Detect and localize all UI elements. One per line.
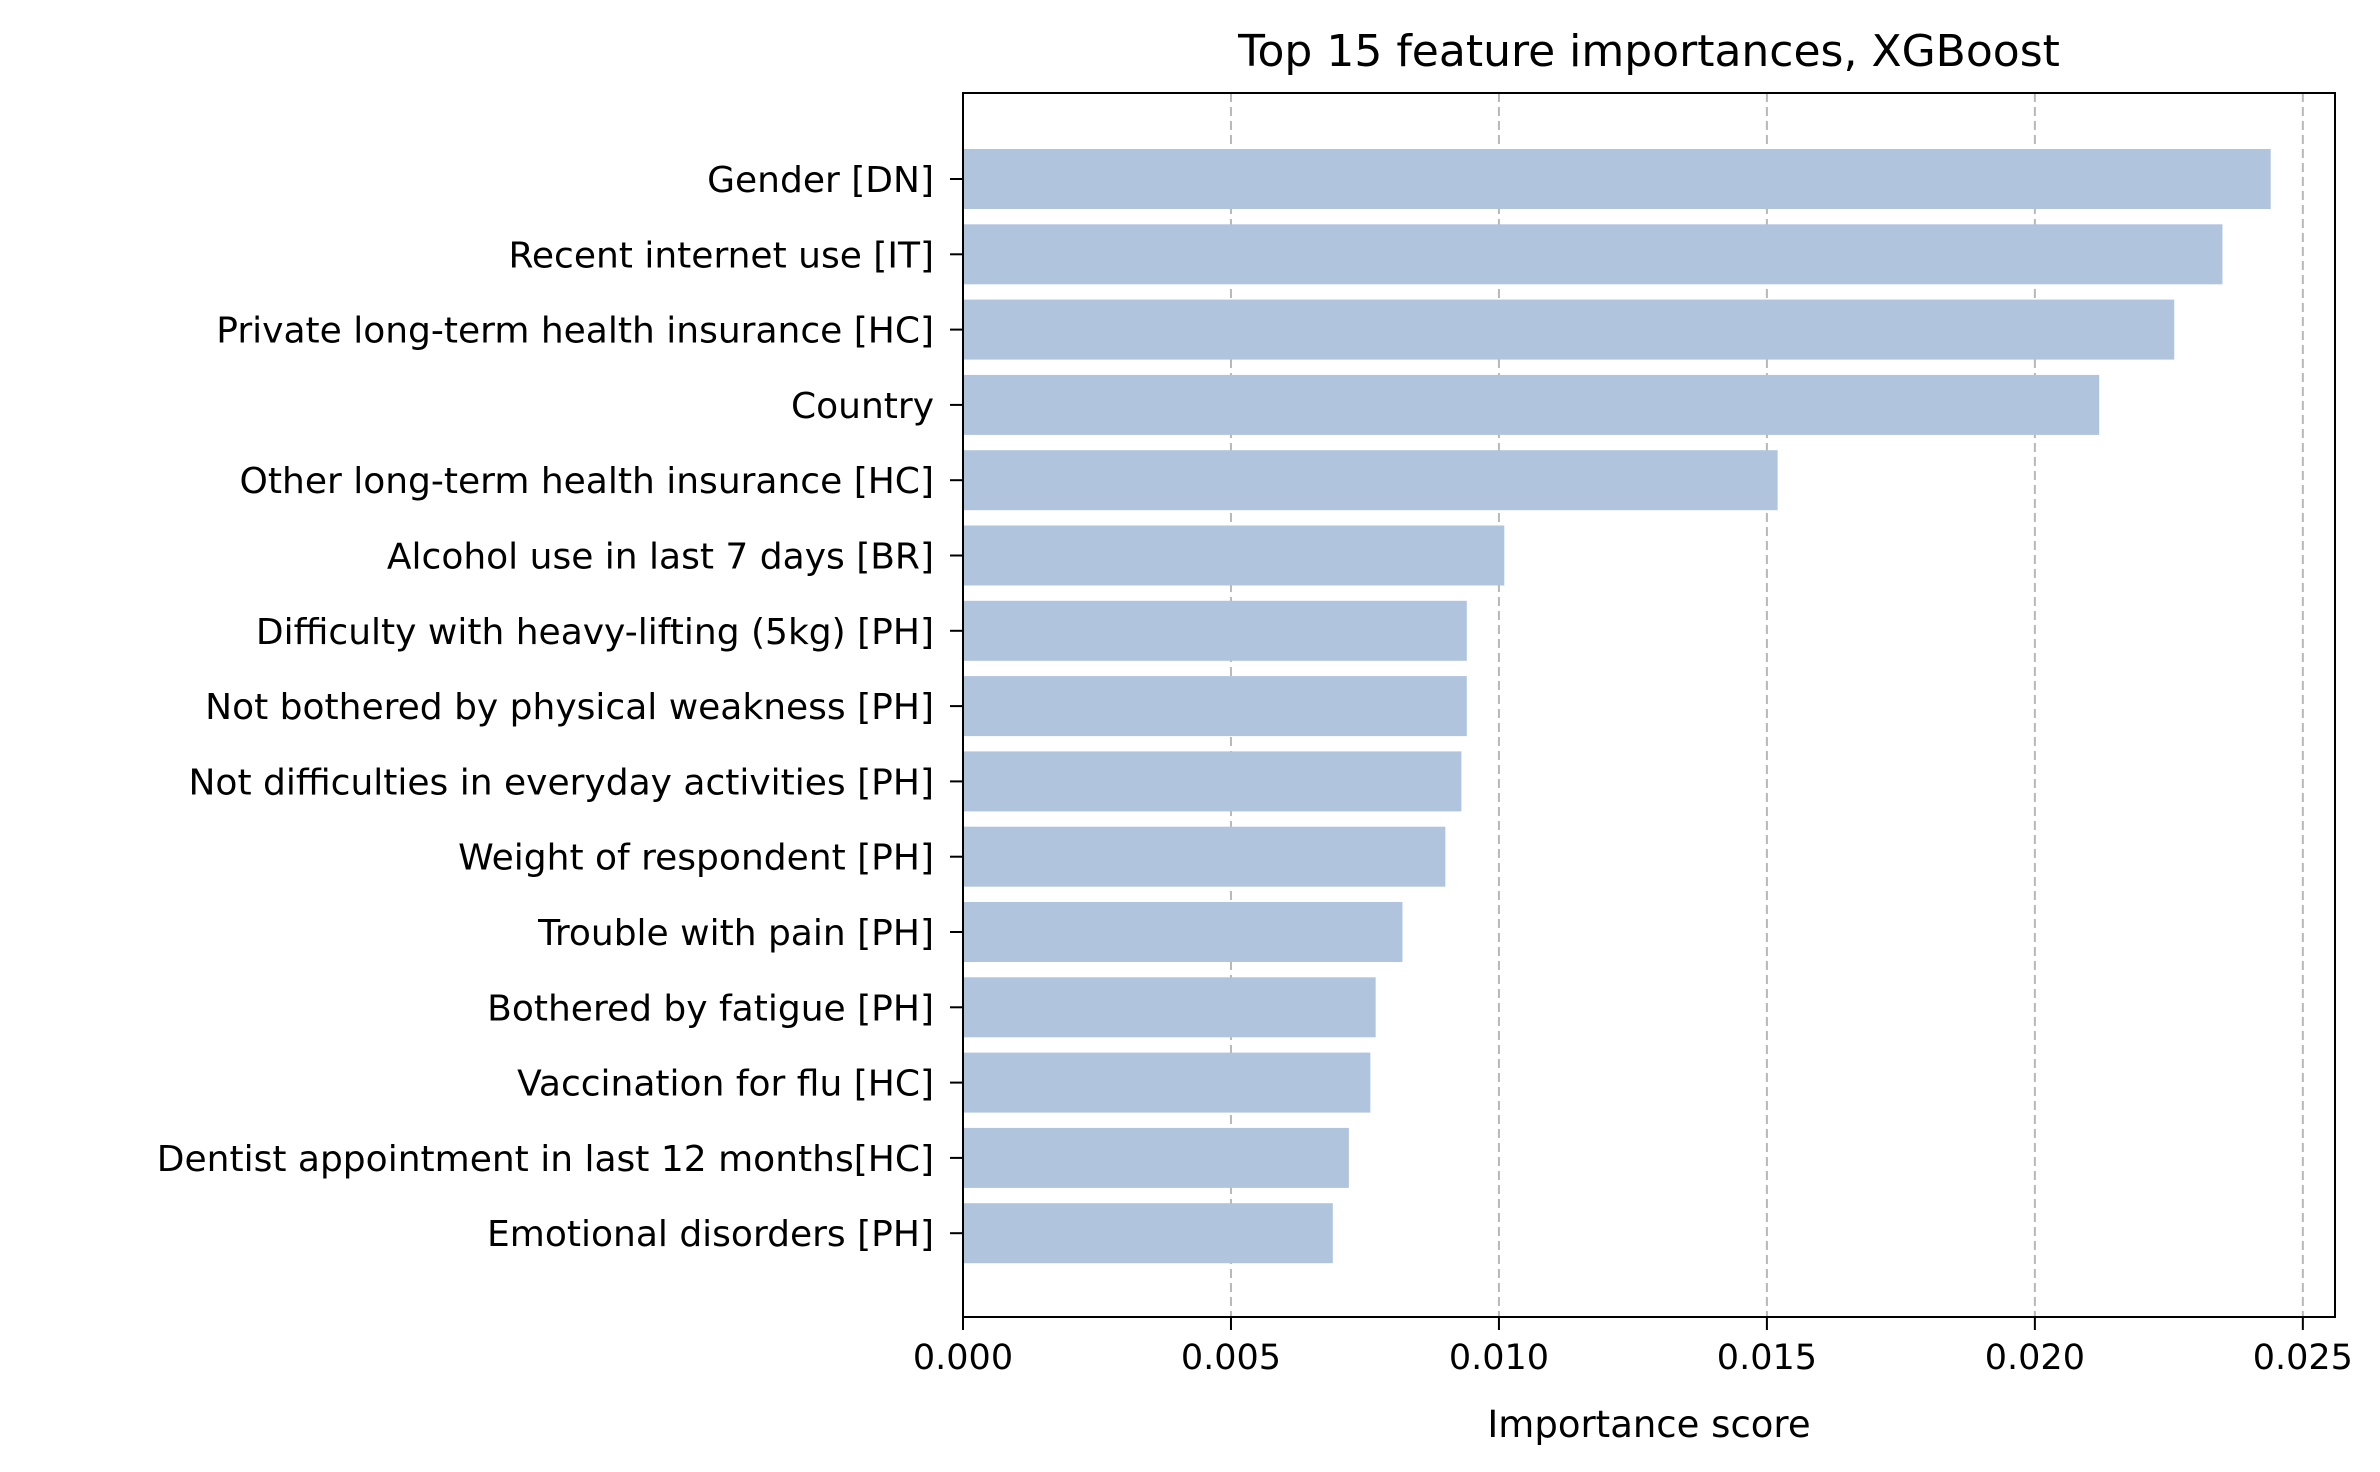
x-axis-ticks: 0.000 0.005 0.010 0.015 0.020 0.025 (913, 1317, 2353, 1378)
bar (963, 600, 1467, 661)
bar (963, 525, 1505, 586)
x-axis-label: Importance score (1487, 1403, 1810, 1446)
y-tick-label: Recent internet use [IT] (509, 235, 935, 276)
y-tick-label: Emotional disorders [PH] (487, 1214, 934, 1255)
y-tick-label: Weight of respondent [PH] (458, 838, 934, 879)
bar (963, 1127, 1349, 1188)
x-tick-label: 0.020 (1985, 1338, 2085, 1378)
x-tick-label: 0.010 (1449, 1338, 1549, 1378)
y-tick-label: Trouble with pain [PH] (537, 913, 934, 954)
y-axis-ticks: Gender [DN] Recent internet use [IT] Priva… (157, 160, 963, 1255)
grid-lines (1229, 93, 2304, 1317)
y-tick-label: Bothered by fatigue [PH] (487, 988, 934, 1029)
bar (963, 374, 2100, 435)
x-tick-label: 0.015 (1717, 1338, 1817, 1378)
x-tick-label: 0.025 (2253, 1338, 2353, 1378)
x-tick-label: 0.000 (913, 1338, 1013, 1378)
y-tick-label: Other long-term health insurance [HC] (240, 461, 934, 502)
y-tick-label: Vaccination for flu [HC] (517, 1064, 934, 1105)
bar (963, 299, 2175, 360)
y-tick-label: Alcohol use in last 7 days [BR] (387, 537, 934, 578)
bar (963, 826, 1446, 887)
y-tick-label: Not difficulties in everyday activities … (189, 762, 935, 803)
y-tick-label: Private long-term health insurance [HC] (216, 311, 934, 352)
bar (963, 902, 1403, 962)
bar (963, 676, 1467, 737)
y-tick-label: Gender [DN] (707, 160, 934, 201)
bars (963, 149, 2271, 1264)
bar (963, 751, 1462, 812)
y-tick-label: Not bothered by physical weakness [PH] (205, 687, 934, 728)
bar (963, 450, 1778, 511)
plot-frame (962, 92, 2336, 1318)
bar (963, 977, 1376, 1038)
bar (963, 149, 2271, 209)
chart-title: Top 15 feature importances, XGBoost (1237, 26, 2060, 77)
bar (963, 1203, 1333, 1264)
bar (963, 1052, 1371, 1113)
y-tick-label: Difficulty with heavy-lifting (5kg) [PH] (256, 612, 934, 653)
bar (963, 224, 2223, 285)
x-tick-label: 0.005 (1181, 1338, 1281, 1378)
y-tick-label: Dentist appointment in last 12 months[HC… (157, 1139, 934, 1180)
y-tick-label: Country (791, 386, 934, 427)
